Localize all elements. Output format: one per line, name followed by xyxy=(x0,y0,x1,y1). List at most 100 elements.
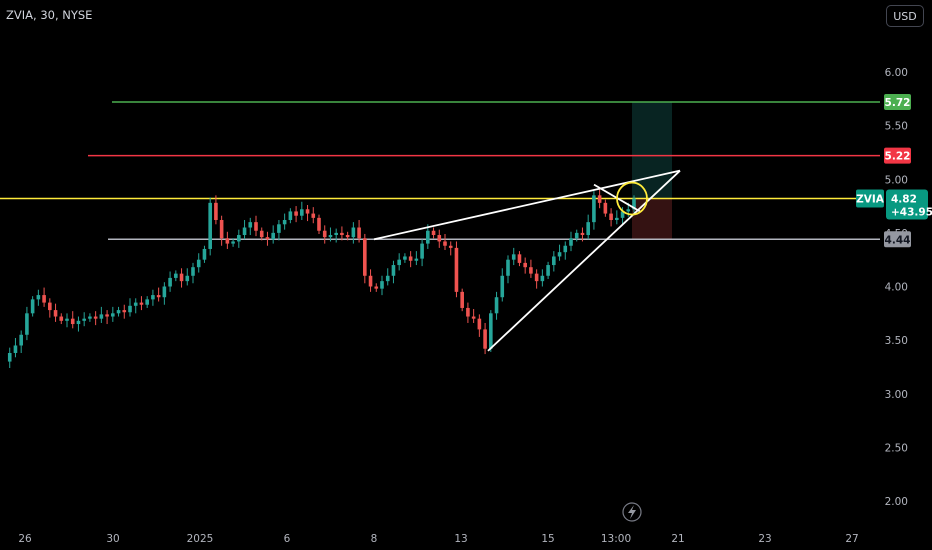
candle xyxy=(380,275,384,296)
candle xyxy=(403,253,407,263)
candle-body xyxy=(609,213,613,221)
candle xyxy=(357,220,361,243)
candle xyxy=(151,289,155,306)
candle xyxy=(139,296,144,311)
candle xyxy=(7,347,12,369)
candle-body xyxy=(563,245,568,253)
candle xyxy=(36,289,41,306)
candle-body xyxy=(191,267,195,276)
candle xyxy=(523,257,527,274)
candle xyxy=(116,306,121,317)
candle-body xyxy=(88,316,92,319)
candle xyxy=(111,306,115,322)
candle xyxy=(471,309,476,323)
candle xyxy=(30,296,35,317)
candle-body xyxy=(368,275,373,287)
candle-body xyxy=(70,318,75,325)
candle-body xyxy=(471,316,476,319)
candle xyxy=(82,312,86,327)
candle-body xyxy=(305,209,310,214)
candle xyxy=(517,251,522,267)
candle xyxy=(219,215,224,246)
ticker-symbol: ZVIA xyxy=(856,194,885,206)
candle-body xyxy=(65,318,69,321)
candle xyxy=(340,226,344,241)
candle-body xyxy=(506,259,510,276)
candle xyxy=(494,291,499,320)
candle-body xyxy=(42,295,46,303)
candle xyxy=(76,316,81,332)
candle xyxy=(237,229,241,248)
candle-body xyxy=(231,241,235,244)
candle-body xyxy=(391,265,396,276)
candle xyxy=(248,217,253,236)
candle-body xyxy=(511,254,516,260)
candle xyxy=(580,227,585,242)
candle-body xyxy=(443,241,447,246)
candle xyxy=(351,222,356,244)
candle xyxy=(179,268,184,288)
candle xyxy=(632,195,636,213)
candle-body xyxy=(162,286,167,298)
candle xyxy=(448,241,453,256)
candle xyxy=(145,296,149,308)
support-tag-bg xyxy=(884,231,911,248)
candle-body xyxy=(523,262,527,268)
candle-body xyxy=(615,217,619,221)
candle-body xyxy=(363,238,367,276)
candle xyxy=(156,287,161,302)
stop-price-tag: 5.22 xyxy=(884,147,911,164)
candle xyxy=(483,322,487,355)
candle xyxy=(529,259,533,278)
candle xyxy=(414,251,419,266)
x-tick-label: 2025 xyxy=(187,533,214,545)
ticker-price-bg xyxy=(886,189,928,220)
candle xyxy=(615,210,619,225)
candle-body xyxy=(196,259,201,268)
candle-body xyxy=(282,220,287,225)
lightning-icon[interactable] xyxy=(622,502,642,522)
candle-body xyxy=(248,222,253,228)
candle xyxy=(122,304,127,319)
candle-body xyxy=(431,230,436,236)
candle xyxy=(345,231,350,241)
candle xyxy=(254,215,258,237)
ticker-price: 4.82 xyxy=(891,194,917,206)
candle-body xyxy=(477,318,482,330)
candle-body xyxy=(597,195,602,203)
candle xyxy=(185,268,190,286)
candle-body xyxy=(139,302,144,305)
currency-button[interactable]: USD xyxy=(886,5,924,27)
candle-body xyxy=(179,273,184,282)
candle xyxy=(334,228,338,243)
candle-body xyxy=(122,310,127,313)
candle-body xyxy=(145,299,149,305)
candle xyxy=(133,298,138,314)
candle xyxy=(277,220,281,241)
candle xyxy=(231,238,235,247)
candle xyxy=(105,310,109,325)
x-tick-label: 6 xyxy=(284,533,291,545)
y-tick-label: 3.00 xyxy=(885,389,908,401)
candle xyxy=(294,206,298,223)
candle xyxy=(552,251,556,272)
candle xyxy=(385,268,390,286)
candle xyxy=(374,283,379,292)
candle-body xyxy=(128,305,132,313)
y-tick-label: 5.00 xyxy=(885,174,908,186)
candle-body xyxy=(48,302,52,311)
candle-body xyxy=(357,227,361,239)
candle-body xyxy=(351,227,356,238)
candle xyxy=(609,208,613,227)
candle-body xyxy=(380,281,384,289)
candle-body xyxy=(540,275,545,282)
ticker-symbol-bg xyxy=(856,189,884,208)
candle xyxy=(305,204,310,222)
candle-body xyxy=(517,254,522,263)
y-tick-label: 6.00 xyxy=(885,67,908,79)
candle-body xyxy=(466,307,470,317)
candle xyxy=(225,231,230,249)
candle xyxy=(557,244,562,261)
candle-body xyxy=(225,238,230,244)
